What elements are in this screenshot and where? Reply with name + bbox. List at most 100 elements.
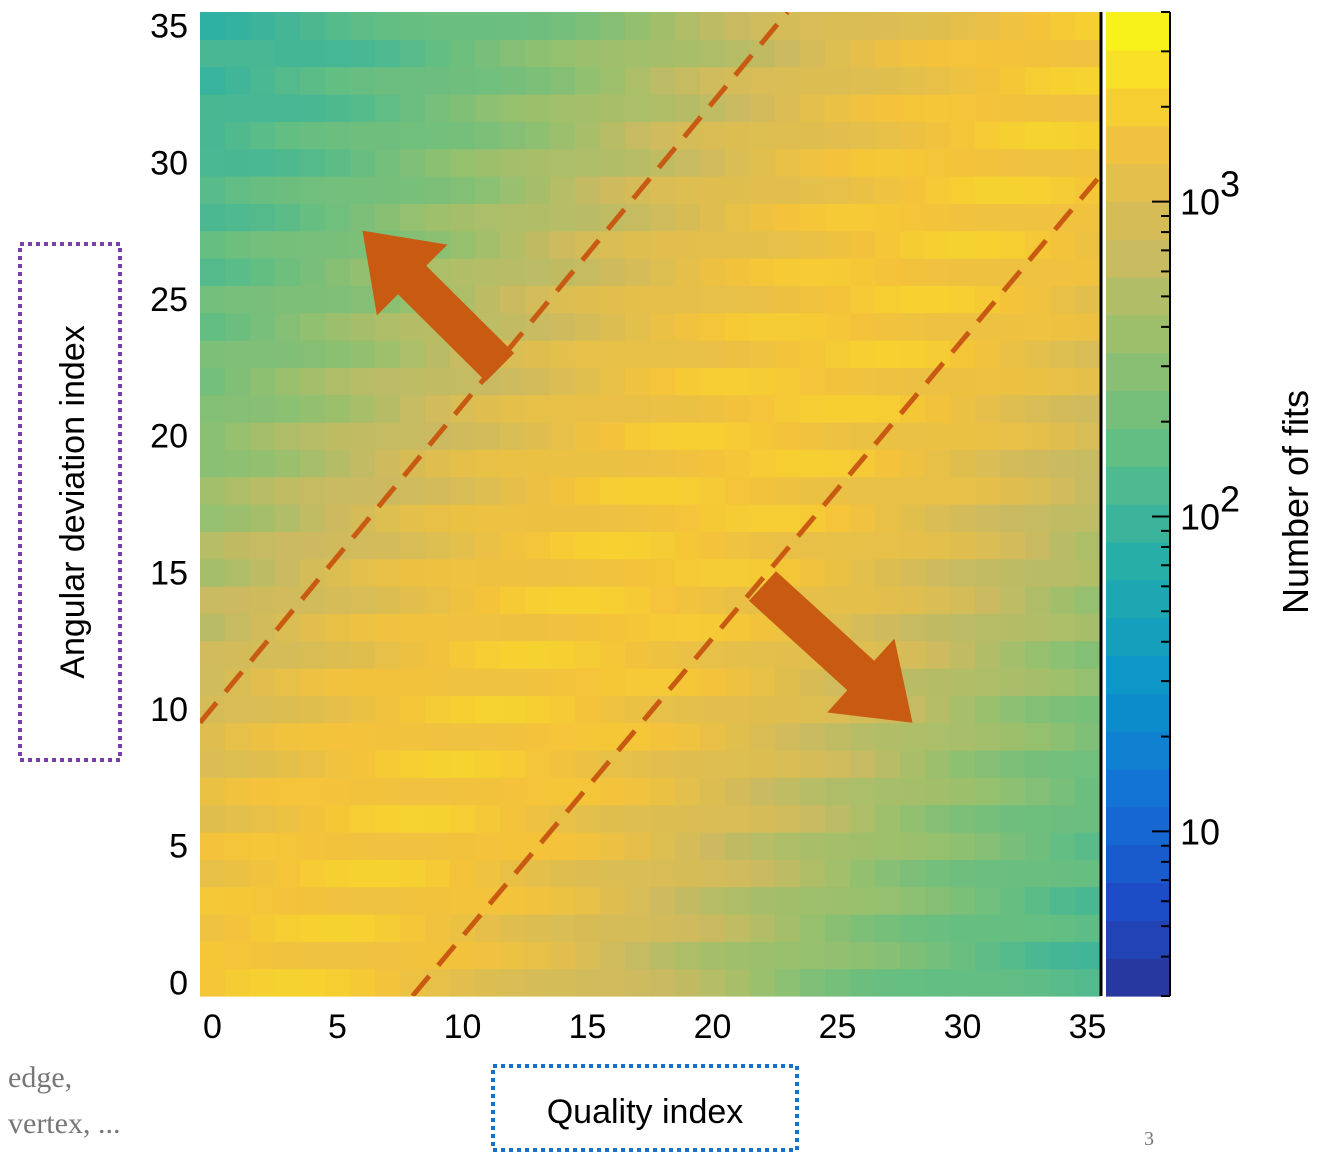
heatmap-cell [675, 804, 701, 833]
heatmap-cell [1000, 203, 1026, 232]
heatmap-cell [225, 312, 251, 341]
heatmap-cell [625, 66, 651, 95]
heatmap-cell [525, 613, 551, 642]
heatmap-cell [725, 914, 751, 942]
heatmap-cell [475, 586, 501, 614]
heatmap-cell [350, 312, 376, 341]
heatmap-cell [250, 121, 276, 150]
heatmap-cell [750, 914, 776, 942]
heatmap-cell [500, 804, 526, 833]
heatmap-cell [725, 422, 751, 450]
heatmap-cell [1000, 148, 1026, 177]
heatmap-cell [975, 148, 1001, 177]
heatmap-cell [1025, 613, 1051, 642]
heatmap-cell [450, 148, 476, 177]
heatmap-cell [200, 340, 226, 368]
heatmap-cell [525, 422, 551, 450]
heatmap-cell [700, 695, 726, 724]
heatmap-cell [200, 285, 226, 314]
heatmap-cell [300, 941, 326, 970]
heatmap-cell [275, 914, 301, 942]
heatmap-cell [775, 203, 801, 232]
heatmap-cell [400, 394, 426, 423]
y-tick-label: 35 [150, 8, 188, 46]
direction-arrow [749, 571, 913, 723]
heatmap-cell [1025, 886, 1051, 915]
heatmap-cell [900, 148, 926, 177]
heatmap-cell [850, 39, 876, 68]
heatmap-cell [600, 121, 626, 150]
heatmap-cell [275, 640, 301, 669]
colorbar-band [1106, 768, 1170, 808]
heatmap-cell [850, 94, 876, 122]
heatmap-cell [400, 558, 426, 587]
heatmap-cell [975, 722, 1001, 751]
heatmap-cell [1075, 859, 1101, 888]
heatmap-cell [850, 12, 876, 40]
heatmap-cell [225, 176, 251, 204]
heatmap-cell [875, 203, 901, 232]
heatmap-cell [525, 695, 551, 724]
heatmap-cell [950, 886, 976, 915]
heatmap-cell [250, 476, 276, 505]
heatmap-cell [925, 449, 951, 478]
heatmap-cell [1025, 832, 1051, 860]
heatmap-cell [975, 886, 1001, 915]
heatmap-cell [650, 504, 676, 532]
heatmap-cell [650, 312, 676, 341]
heatmap-cell [825, 777, 851, 806]
heatmap-cell [600, 586, 626, 614]
heatmap-cell [525, 968, 551, 997]
x-tick-label: 15 [569, 1008, 607, 1046]
heatmap-cell [1000, 750, 1026, 778]
heatmap-cell [575, 367, 601, 396]
heatmap-cell [650, 640, 676, 669]
heatmap-cell [350, 449, 376, 478]
colorbar-band [1106, 390, 1170, 429]
heatmap-cell [650, 804, 676, 833]
heatmap-cell [575, 94, 601, 122]
heatmap-cell [750, 886, 776, 915]
heatmap-cell [200, 750, 226, 778]
heatmap-cell [300, 968, 326, 997]
heatmap-cell [825, 832, 851, 860]
heatmap-cell [575, 121, 601, 150]
heatmap-cell [300, 804, 326, 833]
heatmap-cell [625, 832, 651, 860]
heatmap-cell [975, 832, 1001, 860]
heatmap-cell [850, 832, 876, 860]
heatmap-cell [575, 886, 601, 915]
heatmap-cell [300, 422, 326, 450]
heatmap-cell [925, 640, 951, 669]
heatmap-cell [775, 312, 801, 341]
heatmap-cell [775, 695, 801, 724]
heatmap-cell [200, 148, 226, 177]
heatmap-cell [500, 695, 526, 724]
heatmap-cell [225, 394, 251, 423]
heatmap-cell [500, 750, 526, 778]
heatmap-cell [675, 832, 701, 860]
heatmap-cell [300, 504, 326, 532]
heatmap-cell [975, 750, 1001, 778]
heatmap-cell [325, 230, 351, 259]
heatmap-cell [725, 695, 751, 724]
heatmap-cell [300, 750, 326, 778]
heatmap-cell [725, 176, 751, 204]
heatmap-cell [500, 121, 526, 150]
heatmap-cell [500, 886, 526, 915]
heatmap-cell [725, 203, 751, 232]
heatmap-cell [225, 94, 251, 122]
heatmap-cell [725, 722, 751, 751]
heatmap-cell [500, 476, 526, 505]
heatmap-cell [275, 722, 301, 751]
heatmap-cell [275, 476, 301, 505]
heatmap-cell [450, 258, 476, 286]
heatmap-cell [1025, 668, 1051, 696]
heatmap-cell [500, 558, 526, 587]
heatmap-cell [550, 66, 576, 95]
heatmap-cell [700, 886, 726, 915]
heatmap-cell [450, 832, 476, 860]
heatmap-cell [575, 394, 601, 423]
heatmap-cell [1075, 121, 1101, 150]
